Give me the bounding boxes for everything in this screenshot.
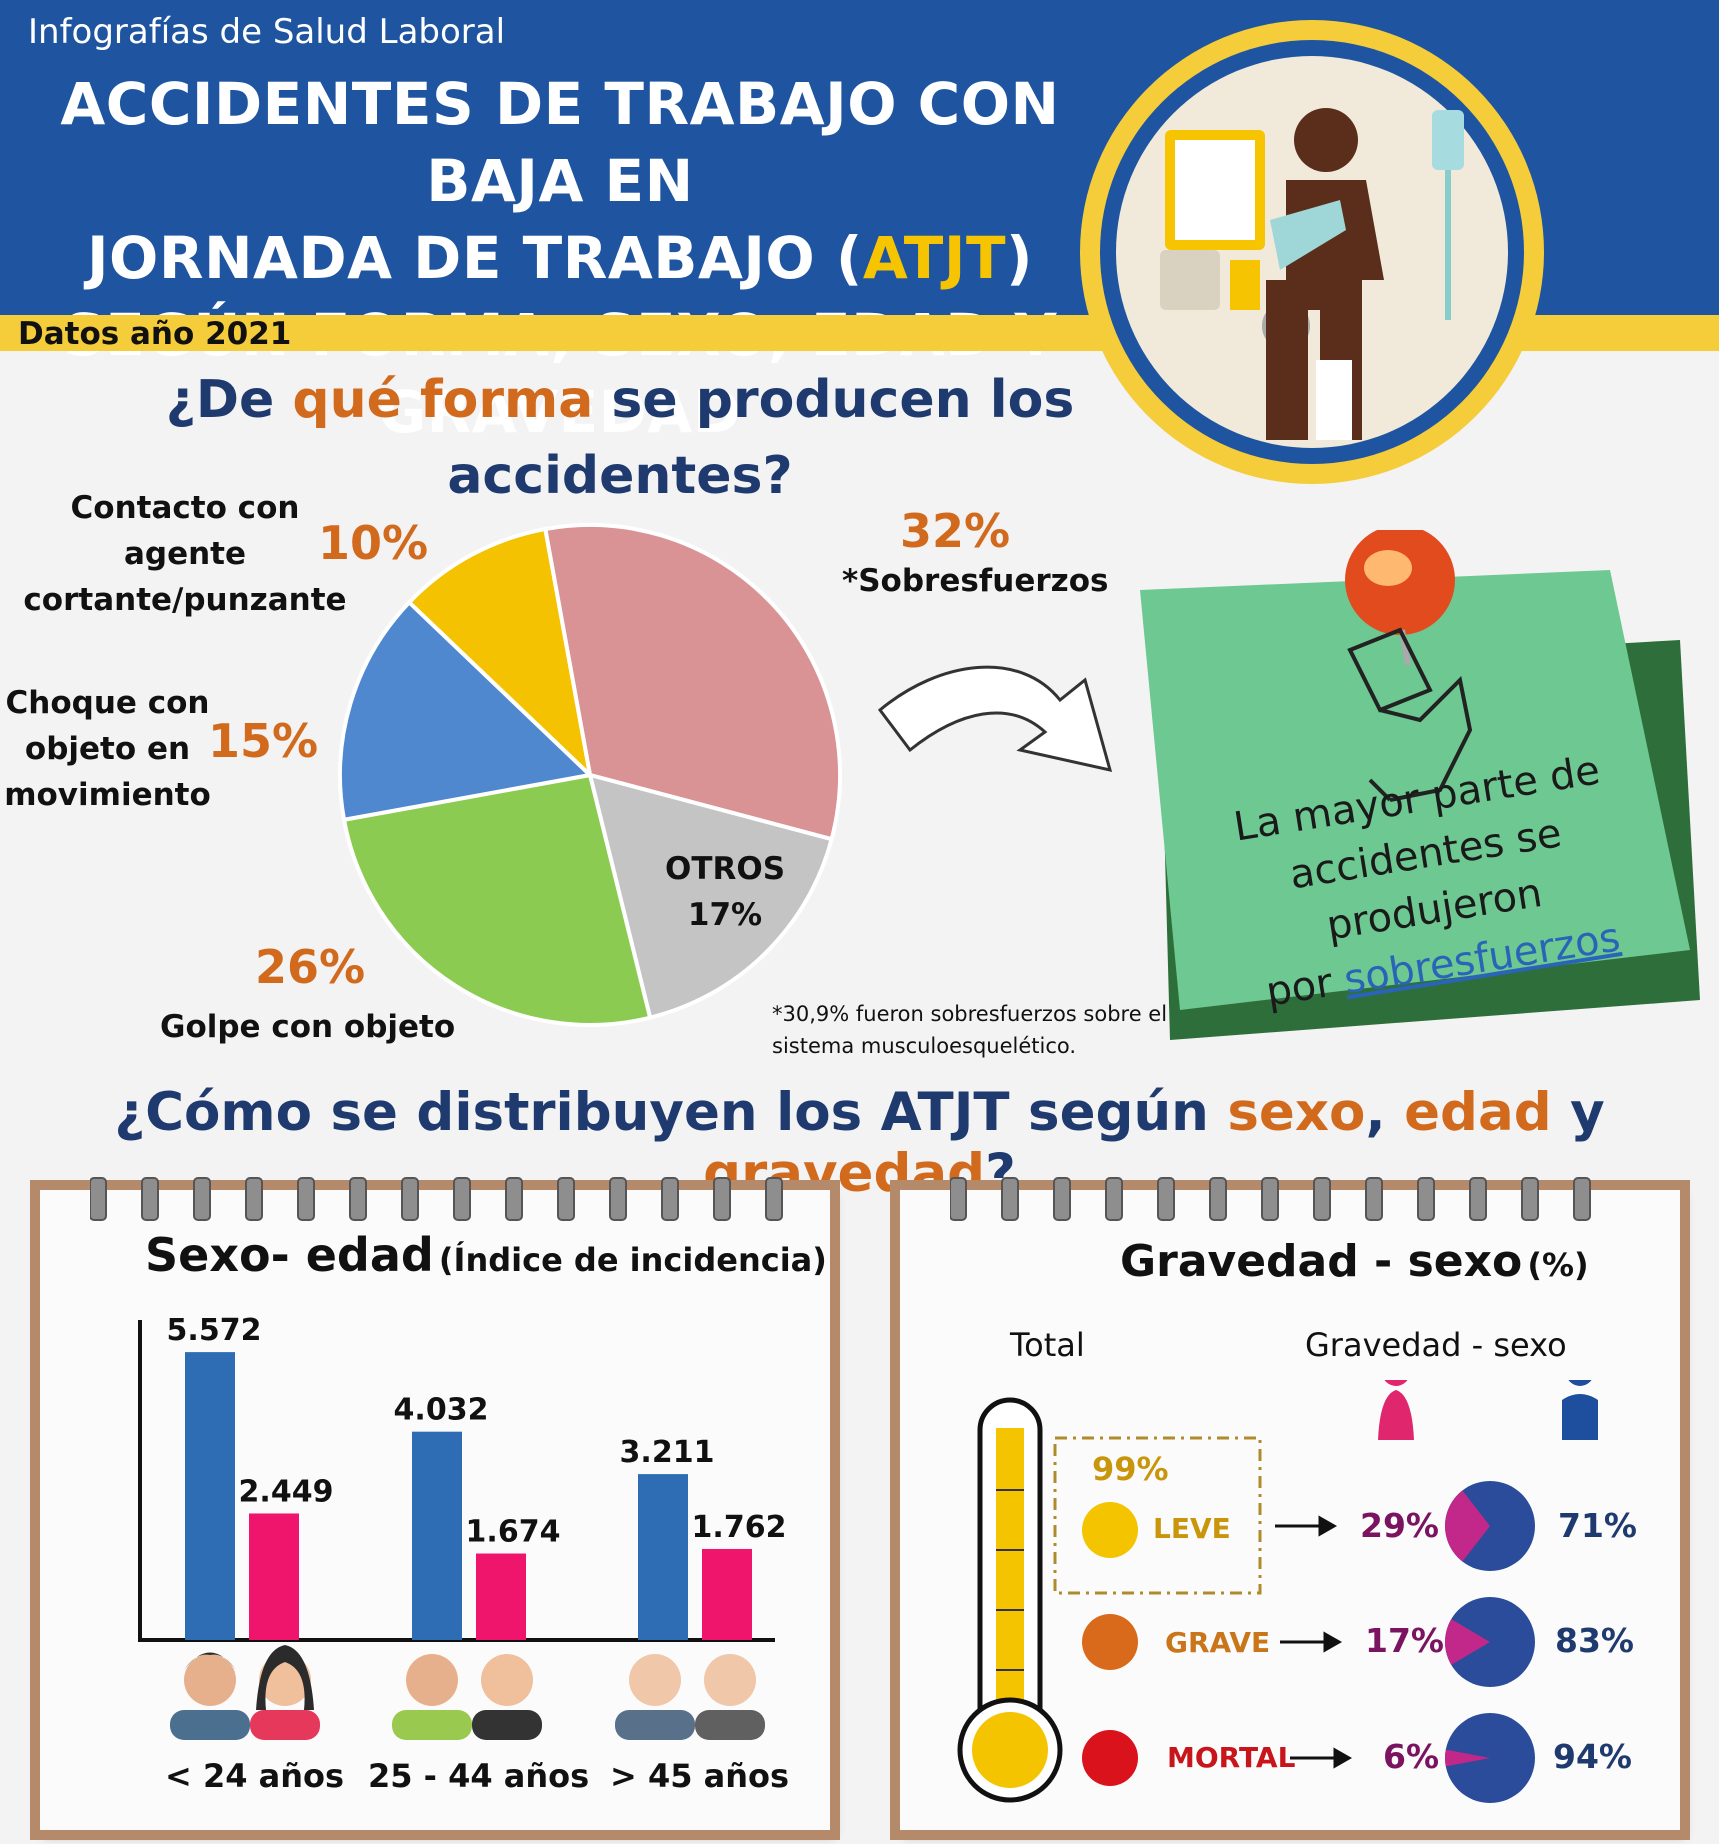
bar-2-0 <box>638 1474 688 1640</box>
gravedad-pie-women-0 <box>1445 1490 1490 1562</box>
footnote-sobresfuerzos: *30,9% fueron sobresfuerzos sobre el sis… <box>772 1002 1168 1058</box>
label-contacto: Contacto con agente cortante/punzante <box>23 490 347 618</box>
man-icon <box>1562 1380 1598 1440</box>
title-highlight: ATJT <box>862 224 1007 292</box>
pie-slice-1 <box>587 772 835 1021</box>
bar-1-0 <box>412 1431 462 1640</box>
brand-label: Infografías de Salud Laboral <box>28 12 506 52</box>
age-label-3: > 45 años <box>610 1757 790 1795</box>
sticky-note <box>1140 530 1700 1040</box>
label-grave: GRAVE <box>1165 1626 1271 1659</box>
pct-golpe: 26% <box>255 940 366 994</box>
age-label-1: < 24 años <box>165 1757 345 1795</box>
label-leve: LEVE <box>1153 1512 1231 1545</box>
title-line-2: JORNADA DE TRABAJO (ATJT) <box>86 224 1034 292</box>
label-choque: Choque con objeto en movimiento <box>4 685 211 813</box>
pct-choque: 15% <box>208 714 319 768</box>
pie-slice-3 <box>338 599 595 823</box>
injured-worker-illustration <box>1080 20 1544 484</box>
label-sobresfuerzos: *Sobresfuerzos <box>842 563 1109 599</box>
pct-sobresfuerzos: 32% <box>900 504 1011 558</box>
label-otros: OTROS 17% <box>664 851 786 933</box>
section1-question: ¿De qué forma se producen los accidentes… <box>165 370 1075 506</box>
sad-face-icon <box>1082 1502 1138 1558</box>
people-icons <box>170 1645 765 1740</box>
title-line-1: ACCIDENTES DE TRABAJO CON BAJA EN <box>60 70 1060 215</box>
gravedad-pie-women-1 <box>1445 1619 1490 1665</box>
notepad-rings-2 <box>949 1170 1650 1230</box>
bar-0-1 <box>249 1513 299 1640</box>
bar-1-1 <box>476 1553 526 1640</box>
men-leve: 71% <box>1558 1506 1637 1545</box>
dead-face-icon <box>1082 1730 1138 1786</box>
page-title: ACCIDENTES DE TRABAJO CON BAJA EN JORNAD… <box>0 66 1120 451</box>
notepad-rings-1 <box>89 1170 790 1230</box>
women-leve: 29% <box>1360 1506 1439 1545</box>
women-mortal: 6% <box>1383 1737 1440 1776</box>
bar-label-0-1: 2.449 <box>239 1474 334 1509</box>
pie-slice-4 <box>406 526 594 781</box>
year-label: Datos año 2021 <box>18 316 292 352</box>
gravedad-chart <box>957 1380 1598 1803</box>
pie-slice-2 <box>341 772 653 1027</box>
bar-2-1 <box>702 1548 752 1640</box>
men-grave: 83% <box>1555 1621 1634 1660</box>
bar-0-0 <box>185 1352 235 1640</box>
leve-total: 99% <box>1092 1450 1169 1488</box>
arrow-to-note <box>877 665 1113 773</box>
pct-contacto: 10% <box>318 516 429 570</box>
bar-label-0-0: 5.572 <box>167 1313 262 1348</box>
bar-label-2-0: 3.211 <box>620 1435 715 1470</box>
men-mortal: 94% <box>1553 1737 1632 1776</box>
label-mortal: MORTAL <box>1167 1741 1296 1774</box>
bar-label-1-0: 4.032 <box>394 1393 489 1428</box>
age-label-2: 25 - 44 años <box>368 1757 590 1795</box>
accident-form-pie-chart <box>338 523 842 1027</box>
bar-label-1-1: 1.674 <box>466 1515 561 1550</box>
gravedad-pie-women-2 <box>1445 1749 1490 1767</box>
notepad1-title: Sexo- edad (Índice de incidencia) <box>145 1228 827 1282</box>
label-golpe: Golpe con objeto <box>160 1009 456 1045</box>
notepad2-title: Gravedad - sexo (%) <box>1120 1236 1589 1287</box>
woman-icon <box>1378 1380 1414 1440</box>
incidence-bar-chart: 5.572 2.449 4.032 1.674 3.211 1.762 <box>138 1313 787 1740</box>
women-grave: 17% <box>1365 1621 1444 1660</box>
frown-face-icon <box>1082 1614 1138 1670</box>
bar-label-2-1: 1.762 <box>692 1510 787 1545</box>
col-gravedad-sexo-label: Gravedad - sexo <box>1305 1326 1567 1364</box>
thermometer-icon <box>957 1397 1063 1803</box>
col-total-label: Total <box>1010 1326 1085 1364</box>
pie-slice-0 <box>542 523 842 842</box>
